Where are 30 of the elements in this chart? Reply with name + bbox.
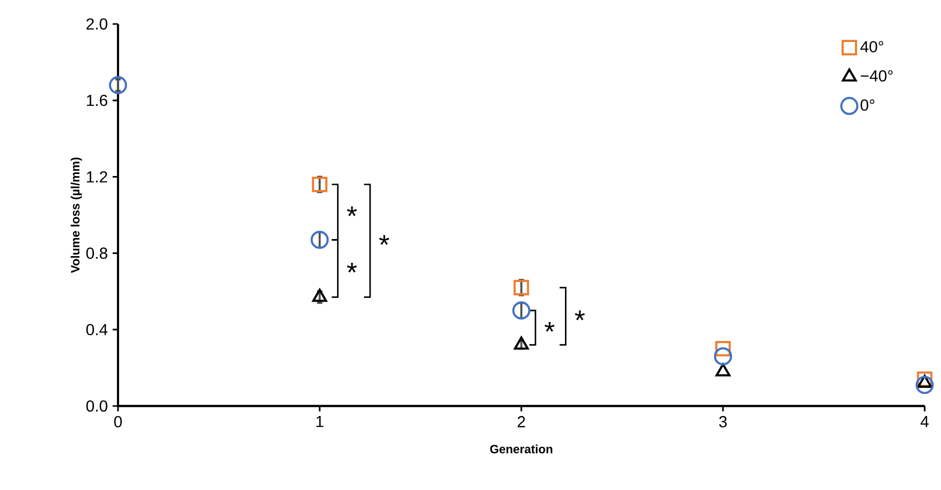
legend-label: 0° <box>860 99 874 111</box>
legend-label: 40° <box>860 41 884 52</box>
legend-label: −40° <box>860 70 893 82</box>
point <box>108 76 128 94</box>
point <box>715 340 731 356</box>
annotation: * <box>347 262 357 273</box>
annotation: * <box>574 310 585 320</box>
annotation: * <box>544 322 555 332</box>
y-tick-label: 1.6 <box>86 94 108 106</box>
annotation: * <box>379 235 390 245</box>
x-axis-title: Generation <box>490 444 552 454</box>
point <box>512 301 530 320</box>
x-tick-label: 0 <box>114 416 122 428</box>
point <box>916 372 932 387</box>
y-tick-label: 0.4 <box>86 324 108 336</box>
y-axis-title: Volume loss (µl/mm) <box>70 158 82 273</box>
point <box>514 280 530 296</box>
x-tick-label: 2 <box>518 416 525 428</box>
x-tick-label: 1 <box>316 416 324 428</box>
x-tick-label: 4 <box>920 416 929 428</box>
x-tick-label: 3 <box>719 416 727 428</box>
annotation: * <box>347 206 357 216</box>
y-tick-label: 0.0 <box>86 400 108 412</box>
point <box>916 376 934 394</box>
y-tick-label: 1.2 <box>86 171 108 182</box>
y-tick-label: 0.8 <box>86 248 108 259</box>
point <box>312 176 328 192</box>
point <box>714 347 732 366</box>
point <box>310 230 329 249</box>
y-tick-label: 2.0 <box>86 18 108 30</box>
